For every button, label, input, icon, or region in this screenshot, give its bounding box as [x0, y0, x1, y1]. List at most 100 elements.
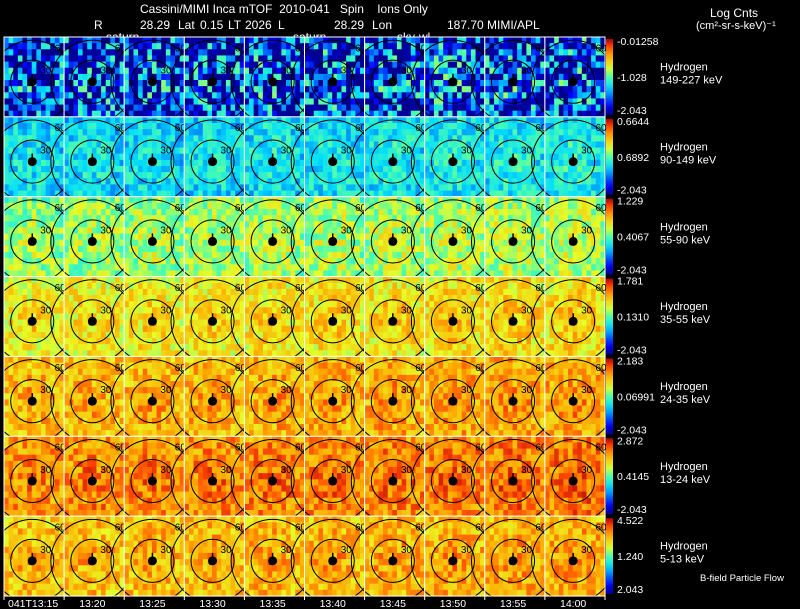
heat-cell: [147, 86, 153, 93]
heat-cell: [119, 184, 125, 192]
heat-cell: [563, 147, 569, 155]
heat-cell: [276, 135, 282, 143]
heat-cell: [558, 190, 564, 198]
heat-cell: [535, 43, 541, 50]
heat-cell: [151, 43, 158, 50]
heat-cell: [336, 43, 343, 50]
heat-cell: [346, 135, 352, 143]
heat-cell: [457, 73, 463, 81]
heat-cell: [77, 135, 84, 143]
heat-cell: [147, 123, 153, 130]
heat-cell: [165, 227, 172, 235]
heat-cell: [577, 67, 583, 75]
heat-cell: [346, 190, 352, 198]
heat-cell: [595, 37, 601, 44]
heat-cell: [13, 264, 19, 272]
heat-cell: [392, 153, 398, 161]
heat-cell: [433, 153, 440, 161]
planet-dot: [508, 157, 518, 167]
heat-cell: [147, 166, 153, 173]
heat-cell: [498, 190, 504, 198]
heat-cell: [91, 61, 98, 69]
heat-cell: [133, 110, 139, 118]
heat-cell: [124, 233, 130, 241]
heat-cell: [299, 190, 306, 198]
heat-cell: [498, 55, 504, 63]
heat-cell: [433, 270, 440, 278]
heat-cell: [295, 92, 301, 100]
heat-cell: [433, 123, 440, 130]
heat-cell: [45, 55, 51, 63]
heat-cell: [45, 264, 51, 272]
heat-cell: [202, 123, 209, 130]
heat-cell: [313, 123, 319, 130]
ring-label-60: 60: [115, 203, 127, 214]
heat-cell: [286, 73, 292, 81]
ring-label-60: 60: [415, 43, 427, 54]
heat-cell: [429, 43, 435, 50]
heat-cell: [105, 80, 111, 87]
heat-cell: [424, 184, 430, 192]
heat-cell: [235, 159, 241, 167]
heat-cell: [249, 147, 255, 155]
heat-cell: [429, 202, 435, 210]
heat-cell: [452, 184, 458, 192]
heat-cell: [466, 61, 472, 69]
heat-cell: [124, 86, 130, 93]
heat-cell: [378, 86, 384, 93]
heat-cell: [341, 178, 347, 186]
heat-cell: [364, 166, 370, 173]
heat-cell: [466, 178, 472, 186]
heat-cell: [424, 67, 430, 75]
heat-cell: [466, 153, 472, 161]
heat-cell: [179, 233, 185, 241]
heat-cell: [272, 209, 278, 216]
heat-cell: [54, 116, 61, 124]
heat-cell: [198, 49, 204, 57]
heat-cell: [484, 55, 491, 63]
heat-cell: [13, 159, 19, 167]
heat-cell: [36, 264, 42, 272]
heat-cell: [45, 221, 51, 229]
heat-cell: [73, 43, 79, 50]
ring-label-0: 0: [28, 237, 33, 247]
heat-cell: [40, 196, 47, 204]
heat-cell: [433, 98, 440, 106]
heat-cell: [332, 202, 338, 210]
heat-cell: [447, 252, 454, 259]
heat-cell: [45, 270, 51, 278]
heat-cell: [225, 135, 232, 143]
heat-cell: [290, 123, 296, 130]
heat-cell: [507, 153, 514, 161]
heat-cell: [318, 202, 324, 210]
heat-cell: [373, 141, 380, 149]
heat-cell: [128, 190, 135, 198]
heat-cell: [517, 61, 523, 69]
heat-cell: [8, 209, 14, 216]
heat-cell: [239, 227, 245, 235]
heat-cell: [225, 37, 232, 44]
heat-cell: [461, 227, 467, 235]
heat-cell: [332, 98, 338, 106]
heat-cell: [470, 55, 477, 63]
heat-cell: [327, 227, 333, 235]
ring-label-0: 0: [388, 78, 393, 88]
heat-cell: [22, 172, 28, 179]
heat-cell: [235, 245, 241, 253]
ring-label-60: 60: [295, 203, 307, 214]
heat-cell: [304, 37, 310, 44]
heat-cell: [184, 43, 190, 50]
heat-cell: [258, 141, 264, 149]
heat-cell: [170, 37, 176, 44]
heat-cell: [290, 196, 296, 204]
heat-cell: [124, 55, 130, 63]
heat-cell: [59, 178, 65, 186]
heat-cell: [443, 215, 449, 222]
heat-cell: [558, 116, 564, 124]
heat-cell: [309, 116, 315, 124]
heat-cell: [387, 141, 393, 149]
heat-cell: [443, 104, 449, 112]
heat-cell: [544, 153, 551, 161]
heat-cell: [327, 49, 333, 57]
heat-cell: [281, 37, 287, 44]
